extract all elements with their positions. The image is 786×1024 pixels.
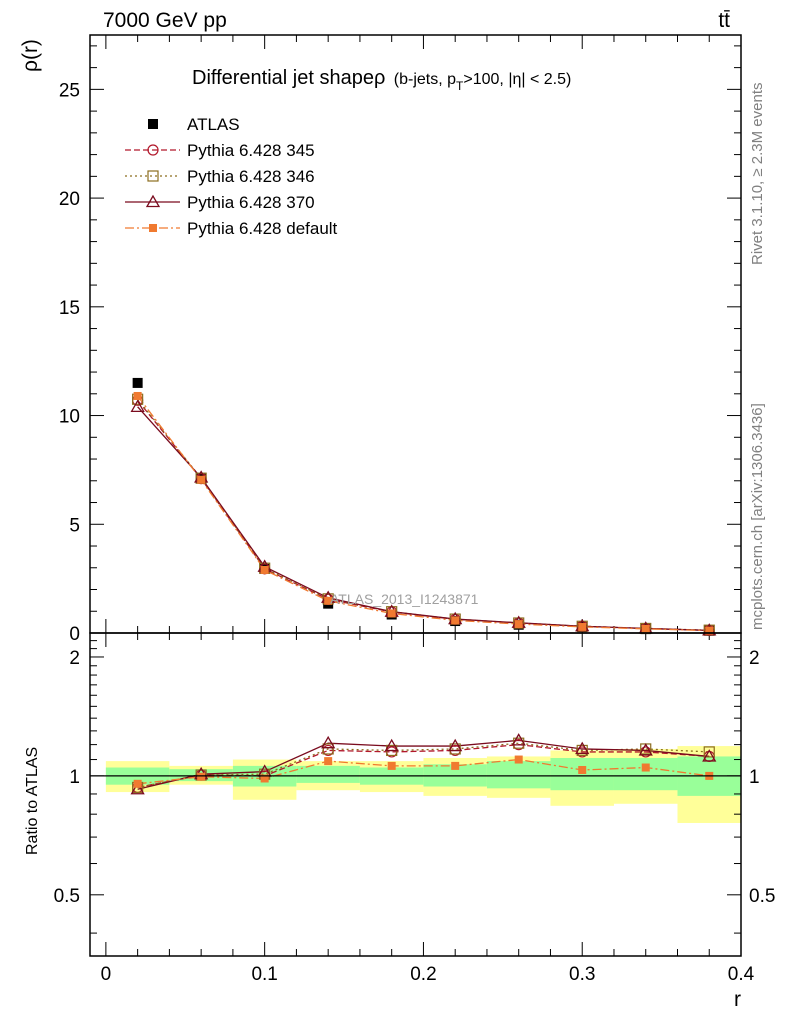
series-markers: [130, 377, 717, 795]
series-3-ratio-point: [130, 781, 145, 795]
series-3-ratio-point: [511, 733, 526, 746]
main-y-tick-label: 5: [69, 515, 80, 536]
analysis-id-label: ATLAS_2013_I1243871: [330, 591, 479, 607]
main-y-tick-label: 25: [59, 80, 80, 101]
series-4-main-point: [197, 475, 206, 484]
legend-atlas-label: ATLAS: [187, 115, 240, 134]
plot-title: Differential jet shapeρ (b-jets, pT>100,…: [192, 67, 571, 93]
ratio-y-tick-label-right: 0.5: [749, 886, 775, 907]
series-3-ratio-point: [702, 749, 717, 762]
series-2-ratio-point: [703, 746, 715, 758]
series-4-ratio-line: [137, 758, 710, 785]
ratio-band-inner: [613, 757, 678, 791]
series-4-main-line: [137, 395, 710, 632]
series-4-main-point: [578, 622, 587, 631]
series-4-ratio-point: [641, 763, 650, 772]
ratio-band-inner: [486, 761, 551, 789]
main-y-tick-label: 10: [59, 407, 80, 428]
series-4-ratio-point: [133, 779, 142, 788]
series-4-ratio-point: [197, 772, 206, 781]
process-label: tt̄: [718, 9, 730, 32]
tick-labels: 0 0.1 0.2 0.3 0.4 0 5 10 15 20 25 0.5 0.5 1 1 2 2: [54, 80, 776, 985]
series-3-ratio-line: [137, 739, 710, 790]
legend-series-3-label: Pythia 6.428 370: [187, 193, 315, 212]
ratio-band-inner: [550, 757, 614, 791]
x-tick-label: 0.1: [251, 964, 277, 985]
x-axis-title: r: [734, 988, 741, 1011]
legend-atlas-marker: [148, 119, 158, 129]
legend-series-2-label: Pythia 6.428 346: [187, 167, 315, 186]
series-3-ratio-point: [384, 738, 399, 752]
ratio-y-tick-label: 0.5: [54, 886, 80, 907]
rivet-version-label: Rivet 3.1.10, ≥ 2.3M events: [749, 83, 766, 266]
series-4-main-point: [451, 616, 460, 625]
atlas-data-point: [132, 377, 143, 388]
legend-series-1-label: Pythia 6.428 345: [187, 141, 315, 160]
series-1-ratio-line: [137, 743, 710, 789]
series-4-ratio-point: [578, 765, 587, 774]
plot-title-sub-subscript: T: [456, 79, 464, 93]
series-2-ratio-point: [322, 743, 334, 755]
ratio-y-tick-label: 2: [69, 648, 80, 669]
main-y-axis-title: ρ(r): [19, 39, 42, 72]
series-3-ratio-point: [638, 743, 653, 756]
x-tick-label: 0.3: [569, 964, 595, 985]
legend-series-4-marker: [149, 224, 157, 232]
series-2-ratio-line: [137, 742, 710, 789]
ratio-y-tick-label-right: 2: [749, 648, 760, 669]
energy-label: 7000 GeV pp: [103, 9, 227, 32]
series-3-ratio-point: [448, 738, 463, 752]
series-4-main-point: [387, 609, 396, 618]
series-4-main-point: [260, 565, 269, 574]
ratio-y-axis-title: Ratio to ATLAS: [24, 747, 41, 855]
ratio-band-inner: [296, 765, 360, 783]
legend-series-2-marker: [147, 170, 159, 182]
legend: ATLAS Pythia 6.428 345 Pythia 6.428 346 Pyt…: [125, 115, 338, 238]
main-y-tick-label: 20: [59, 189, 80, 210]
main-y-tick-label: 15: [59, 298, 80, 319]
legend-series-1-marker: [147, 144, 159, 156]
series-3-ratio-point: [321, 735, 336, 749]
series-4-ratio-point: [260, 774, 269, 783]
series-4-ratio-point: [387, 761, 396, 770]
plot-title-main: Differential jet shapeρ: [192, 67, 385, 89]
series-lines: [137, 395, 710, 790]
ratio-y-tick-label: 1: [69, 767, 80, 788]
series-4-ratio-point: [514, 755, 523, 764]
x-tick-label: 0.4: [728, 964, 755, 985]
mcplots-reference-label: mcplots.cern.ch [arXiv:1306.3436]: [749, 403, 766, 630]
series-4-main-point: [705, 626, 714, 635]
series-4-ratio-point: [324, 757, 333, 766]
ratio-plot-frame: [89, 632, 742, 957]
x-tick-label: 0.2: [410, 964, 436, 985]
series-4-ratio-point: [451, 761, 460, 770]
plot-title-sub-prefix: (b-jets, p: [394, 71, 456, 88]
x-tick-label: 0: [101, 964, 112, 985]
plot-title-sub-suffix: >100, |η| < 2.5): [463, 71, 571, 88]
series-3-ratio-point: [575, 741, 590, 755]
ratio-y-tick-label-right: 1: [749, 767, 760, 788]
series-4-main-point: [324, 596, 333, 605]
legend-series-3-marker: [145, 194, 161, 208]
legend-series-4-label: Pythia 6.428 default: [187, 219, 338, 238]
ratio-uncertainty-bands: [105, 746, 741, 823]
series-4-main-point: [514, 620, 523, 629]
main-y-tick-label: 0: [69, 624, 80, 645]
series-4-main-point: [641, 624, 650, 633]
series-3-main-point: [130, 399, 145, 412]
series-4-main-point: [133, 391, 142, 400]
